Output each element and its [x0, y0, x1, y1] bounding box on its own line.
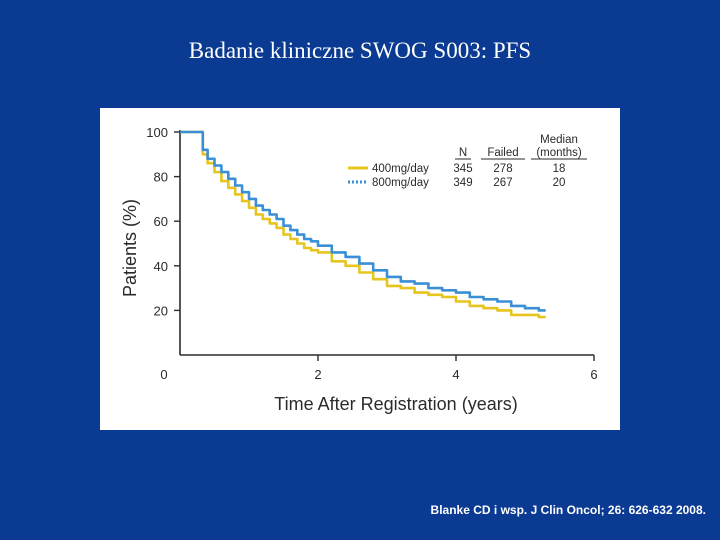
x-tick-label: 0 [160, 367, 167, 382]
chart-panel: 20 40 60 80 100 0 2 4 6 Median N Failed (months) 400… [100, 108, 620, 430]
y-tick-label: 40 [154, 259, 168, 274]
legend-header-months: (months) [536, 147, 582, 159]
y-axis-label: Patients (%) [120, 199, 140, 297]
legend-series-name: 800mg/day [372, 177, 429, 189]
legend-n-value: 345 [453, 163, 472, 175]
y-tick-label: 60 [154, 214, 168, 229]
legend-n-value: 349 [453, 177, 472, 189]
legend-failed-value: 267 [493, 177, 512, 189]
legend-median-value: 18 [553, 163, 566, 175]
y-tick-label: 20 [154, 303, 168, 318]
legend-header-failed: Failed [487, 147, 518, 159]
citation: Blanke CD i wsp. J Clin Oncol; 26: 626-6… [430, 503, 706, 517]
x-tick-label: 4 [452, 367, 459, 382]
survival-chart: 20 40 60 80 100 0 2 4 6 Median N Failed (months) 400… [120, 125, 598, 414]
legend-median-value: 20 [553, 177, 566, 189]
y-tick-label: 100 [146, 125, 168, 140]
legend-header-median: Median [540, 134, 578, 146]
km-curve-800mg [180, 130, 546, 312]
legend-failed-value: 278 [493, 163, 512, 175]
legend-header-n: N [459, 147, 467, 159]
slide-title: Badanie kliniczne SWOG S003: PFS [188, 38, 532, 63]
y-tick-label: 80 [154, 170, 168, 185]
km-curve-400mg [180, 130, 546, 319]
legend-series-name: 400mg/day [372, 163, 429, 175]
x-tick-label: 2 [314, 367, 321, 382]
x-axis-label: Time After Registration (years) [274, 394, 517, 414]
x-tick-label: 6 [590, 367, 597, 382]
